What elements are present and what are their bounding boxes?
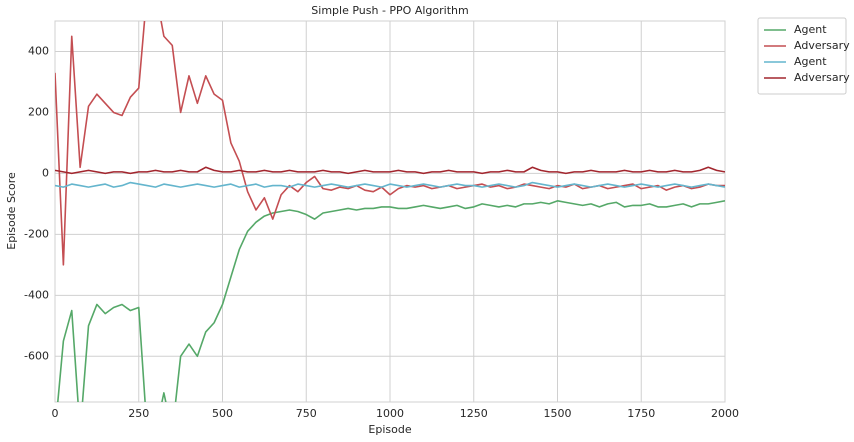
x-tick-label: 1000 bbox=[376, 407, 404, 420]
y-tick-label: -600 bbox=[24, 349, 49, 362]
legend-label: Agent bbox=[794, 23, 827, 36]
x-axis-label: Episode bbox=[368, 423, 411, 436]
y-tick-label: -200 bbox=[24, 227, 49, 240]
chart-title: Simple Push - PPO Algorithm bbox=[311, 4, 468, 17]
x-tick-label: 2000 bbox=[711, 407, 739, 420]
y-axis-label: Episode Score bbox=[5, 172, 18, 250]
series-line bbox=[56, 200, 725, 402]
x-tick-label: 0 bbox=[52, 407, 59, 420]
series-line bbox=[55, 181, 725, 188]
y-tick-label: 400 bbox=[28, 44, 49, 57]
series-line bbox=[55, 166, 725, 175]
x-tick-label: 1750 bbox=[627, 407, 655, 420]
legend-label: Adversary bbox=[794, 71, 850, 84]
y-tick-label: 200 bbox=[28, 105, 49, 118]
x-tick-label: 1500 bbox=[544, 407, 572, 420]
x-tick-label: 250 bbox=[128, 407, 149, 420]
plot-frame bbox=[54, 20, 726, 403]
series-line bbox=[55, 21, 725, 266]
x-tick-label: 500 bbox=[212, 407, 233, 420]
x-tick-label: 1250 bbox=[460, 407, 488, 420]
legend-label: Adversary bbox=[794, 39, 850, 52]
legend-label: Agent bbox=[794, 55, 827, 68]
y-tick-label: -400 bbox=[24, 288, 49, 301]
plot-area bbox=[55, 21, 725, 402]
legend-box bbox=[757, 17, 847, 95]
x-tick-label: 750 bbox=[296, 407, 317, 420]
y-tick-label: 0 bbox=[42, 166, 49, 179]
